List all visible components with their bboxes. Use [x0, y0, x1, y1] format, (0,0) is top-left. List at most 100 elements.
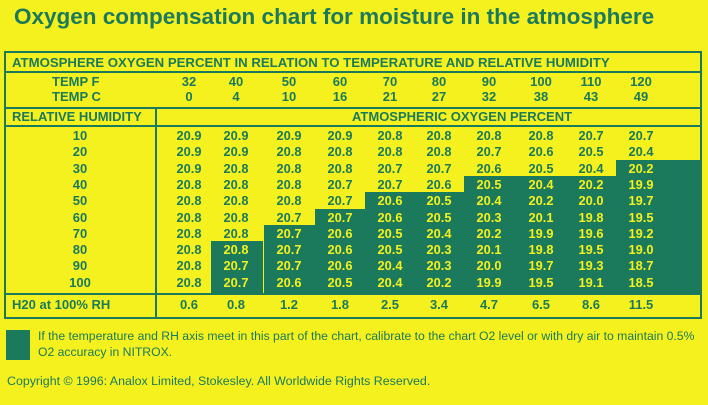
- temp-f-value: 60: [332, 74, 348, 89]
- table-cell: 20.5: [426, 209, 452, 225]
- table-cell: 19.7: [628, 193, 654, 209]
- table-cell: 20.6: [377, 209, 403, 225]
- calibration-zone: [463, 175, 516, 293]
- table-cell: 20.6: [327, 225, 353, 241]
- table-cell: 19.7: [528, 258, 554, 274]
- table-cell: 20.7: [377, 160, 403, 176]
- rh-value: 60: [72, 209, 88, 225]
- divider: [155, 107, 157, 319]
- table-cell: 18.5: [628, 274, 654, 290]
- table-cell: 20.3: [426, 258, 452, 274]
- table-cell: 20.8: [276, 160, 302, 176]
- table-cell: 20.2: [578, 176, 604, 192]
- table-cell: 20.7: [276, 225, 302, 241]
- table-cell: 20.3: [426, 242, 452, 258]
- table-cell: 20.5: [578, 144, 604, 160]
- table-cell: 20.4: [578, 160, 604, 176]
- rh-value: 80: [72, 242, 88, 258]
- table-cell: 20.7: [276, 242, 302, 258]
- temp-c-value: 16: [332, 89, 348, 104]
- rh-label: RELATIVE HUMIDITY: [12, 109, 142, 124]
- table-cell: 20.6: [327, 258, 353, 274]
- table-cell: 20.7: [276, 258, 302, 274]
- table-cell: 20.1: [528, 209, 554, 225]
- rh-value: 20: [72, 144, 88, 160]
- table-cell: 20.8: [176, 242, 202, 258]
- table-cell: 20.8: [476, 128, 502, 143]
- table-cell: 20.5: [426, 193, 452, 209]
- table-cell: 20.5: [528, 160, 554, 176]
- table-cell: 20.0: [476, 258, 502, 274]
- table-cell: 19.9: [628, 176, 654, 192]
- table-header: ATMOSPHERE OXYGEN PERCENT IN RELATION TO…: [12, 55, 610, 70]
- table-cell: 20.7: [223, 258, 249, 274]
- table-cell: 20.8: [176, 176, 202, 192]
- table-cell: 20.8: [176, 258, 202, 274]
- temp-c-value: 32: [481, 89, 497, 104]
- table-cell: 20.2: [476, 225, 502, 241]
- temp-f-value: 120: [630, 74, 652, 89]
- h2o-value: 4.7: [479, 297, 499, 312]
- table-cell: 20.0: [578, 193, 604, 209]
- temp-f-value: 110: [580, 74, 602, 89]
- table-cell: 20.8: [223, 193, 249, 209]
- temp-c-value: 38: [533, 89, 549, 104]
- table-cell: 20.8: [276, 176, 302, 192]
- table-cell: 20.5: [377, 225, 403, 241]
- table-cell: 20.4: [426, 225, 452, 241]
- temp-f-value: 80: [431, 74, 447, 89]
- table-cell: 20.8: [327, 160, 353, 176]
- table-cell: 19.8: [528, 242, 554, 258]
- divider: [4, 125, 702, 127]
- table-cell: 19.9: [528, 225, 554, 241]
- table-cell: 20.9: [276, 128, 302, 143]
- table-cell: 20.2: [528, 193, 554, 209]
- table-cell: 20.6: [276, 274, 302, 290]
- table-cell: 20.8: [223, 176, 249, 192]
- temp-c-value: 0: [185, 89, 193, 104]
- h2o-value: 3.4: [429, 297, 449, 312]
- table-cell: 20.9: [176, 144, 202, 160]
- table-cell: 20.4: [528, 176, 554, 192]
- temp-f-value: 70: [382, 74, 398, 89]
- table-cell: 20.6: [476, 160, 502, 176]
- calibration-zone: [565, 175, 618, 293]
- table-cell: 20.5: [377, 242, 403, 258]
- temp-f-value: 32: [181, 74, 197, 89]
- table-cell: 20.6: [327, 242, 353, 258]
- legend-swatch: [6, 330, 30, 360]
- table-cell: 20.7: [223, 274, 249, 290]
- table-cell: 20.8: [377, 144, 403, 160]
- calibration-zone: [263, 224, 316, 293]
- rh-value: 50: [72, 193, 88, 209]
- table-cell: 20.9: [327, 128, 353, 143]
- table-cell: 20.5: [476, 176, 502, 192]
- table-cell: 19.0: [628, 242, 654, 258]
- copyright: Copyright © 1996: Analox Limited, Stokes…: [7, 374, 431, 388]
- table-cell: 20.6: [426, 176, 452, 192]
- table-cell: 20.8: [426, 144, 452, 160]
- temp-f-value: 90: [481, 74, 497, 89]
- temp-c-value: 4: [232, 89, 240, 104]
- temp-c-value: 21: [382, 89, 398, 104]
- table-cell: 20.8: [223, 242, 249, 258]
- table-cell: 20.4: [476, 193, 502, 209]
- table-cell: 20.7: [327, 209, 353, 225]
- page-title: Oxygen compensation chart for moisture i…: [14, 4, 655, 29]
- legend-text: If the temperature and RH axis meet in t…: [38, 329, 695, 359]
- temp-c-value: 27: [431, 89, 447, 104]
- h2o-value: 11.5: [628, 297, 654, 312]
- rh-value: 10: [72, 128, 88, 143]
- table-cell: 20.2: [628, 160, 654, 176]
- table-cell: 20.7: [327, 176, 353, 192]
- table-cell: 20.8: [426, 128, 452, 143]
- table-cell: 20.2: [426, 274, 452, 290]
- calibration-zone: [413, 192, 466, 293]
- temp-f-value: 100: [530, 74, 552, 89]
- h2o-value: 2.5: [380, 297, 400, 312]
- h2o-value: 1.8: [330, 297, 350, 312]
- h2o-value: 0.6: [179, 297, 199, 312]
- chart-frame: [4, 51, 702, 319]
- temp-c-label: TEMP C: [52, 89, 101, 104]
- table-cell: 20.8: [176, 274, 202, 290]
